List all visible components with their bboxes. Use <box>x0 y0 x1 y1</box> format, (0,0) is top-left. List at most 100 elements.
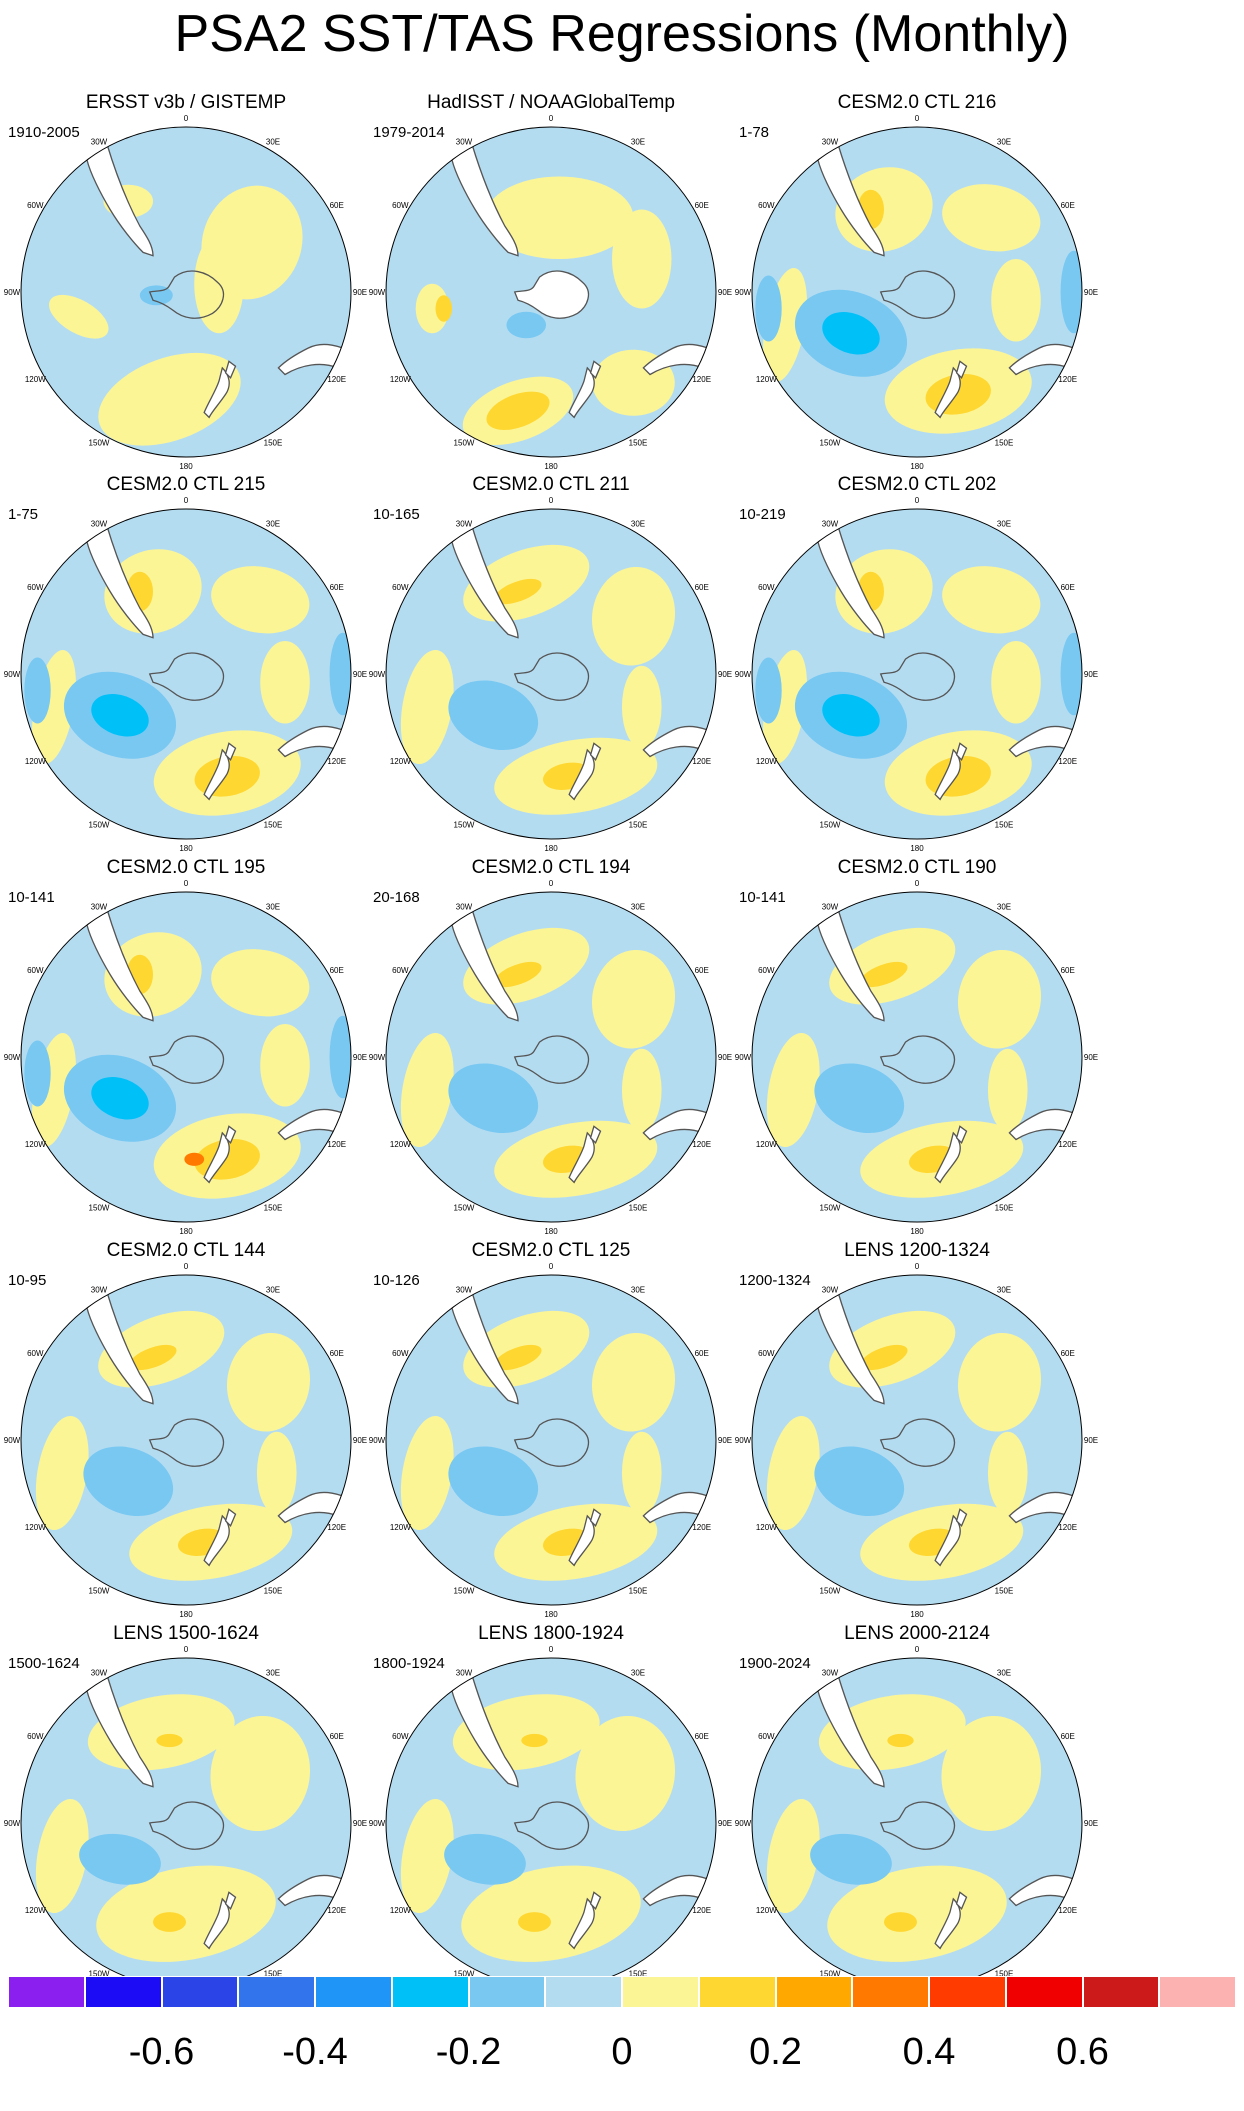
longitude-label: 30W <box>91 137 108 146</box>
longitude-label: 150E <box>264 1970 283 1979</box>
longitude-label: 150W <box>89 821 110 830</box>
strong-positive-anomaly-region <box>518 1912 551 1932</box>
antarctica-coastline <box>148 1801 225 1850</box>
positive-anomaly-region <box>211 566 310 634</box>
longitude-label: 90W <box>369 1436 386 1445</box>
coastline <box>589 1125 602 1144</box>
longitude-label: 150W <box>820 439 841 448</box>
colorbar-swatch <box>775 1976 853 2008</box>
longitude-label: 90E <box>353 1436 367 1445</box>
longitude-label: 150W <box>89 439 110 448</box>
coastline <box>224 360 237 379</box>
longitude-label: 60E <box>1061 1349 1075 1358</box>
longitude-label: 60W <box>27 583 44 592</box>
longitude-label: 120W <box>390 1140 411 1149</box>
colorbar-swatch <box>852 1976 929 2008</box>
coastline <box>86 907 154 1022</box>
longitude-label: 30E <box>266 902 280 911</box>
longitude-label: 120W <box>25 1523 46 1532</box>
longitude-label: 0 <box>915 1645 920 1654</box>
antarctica-coastline <box>148 270 225 319</box>
longitude-label: 60E <box>695 583 709 592</box>
peak-positive-anomaly <box>184 1152 205 1166</box>
longitude-label: 120E <box>692 1140 711 1149</box>
coastline <box>568 748 595 801</box>
panel-title: CESM2.0 CTL 125 <box>471 1240 631 1261</box>
longitude-label: 120E <box>1058 375 1077 384</box>
longitude-label: 120E <box>1058 1523 1077 1532</box>
strong-negative-anomaly-region <box>822 312 880 355</box>
positive-anomaly-region <box>957 1332 1042 1432</box>
coastline <box>642 725 714 758</box>
coastline <box>955 742 968 761</box>
negative-anomaly-region <box>444 1833 526 1885</box>
longitude-label: 90W <box>369 1053 386 1062</box>
longitude-label: 150E <box>264 1204 283 1213</box>
panel-period: 1800-1924 <box>373 1655 445 1672</box>
coastline <box>568 1131 595 1184</box>
colorbar-swatch <box>622 1976 699 2008</box>
map-panel: LENS 2000-2124 1900-2024 0 30E 60E 90E 120E 150… <box>731 1623 1103 2007</box>
antarctica-coastline <box>148 652 225 701</box>
longitude-label: 60W <box>392 1349 409 1358</box>
antarctica-coastline <box>879 1801 956 1850</box>
positive-anomaly-region <box>461 1865 641 1962</box>
longitude-label: 150W <box>820 1970 841 1979</box>
positive-anomaly-region <box>987 1431 1028 1515</box>
positive-anomaly-region <box>35 1798 89 1914</box>
negative-anomaly-region <box>810 1833 892 1885</box>
longitude-label: 90E <box>353 288 367 297</box>
positive-anomaly-region <box>827 1865 1007 1962</box>
longitude-label: 120E <box>692 1906 711 1915</box>
longitude-label: 180 <box>544 844 558 853</box>
map-border <box>385 891 717 1223</box>
positive-anomaly-region <box>400 649 454 765</box>
longitude-label: 120E <box>327 1906 346 1915</box>
antarctica-coastline <box>513 270 590 319</box>
longitude-label: 0 <box>549 496 554 505</box>
panel-title: LENS 1500-1624 <box>113 1623 259 1644</box>
longitude-label: 30E <box>631 1285 645 1294</box>
longitude-label: 150W <box>89 1970 110 1979</box>
panel-period: 1910-2005 <box>8 124 80 141</box>
coastline <box>817 907 885 1022</box>
longitude-label: 90E <box>1084 670 1098 679</box>
longitude-label: 180 <box>544 1610 558 1619</box>
longitude-label: 60W <box>758 966 775 975</box>
strong-positive-anomaly-region <box>521 1733 548 1748</box>
negative-anomaly-region <box>448 1063 539 1134</box>
map-border <box>20 1274 352 1606</box>
longitude-label: 0 <box>549 114 554 123</box>
coastline <box>817 524 885 639</box>
colorbar-swatch <box>84 1976 162 2008</box>
panel-period: 1900-2024 <box>739 1655 811 1672</box>
longitude-label: 120W <box>390 1906 411 1915</box>
longitude-label: 30E <box>631 519 645 528</box>
map-panel: CESM2.0 CTL 211 10-165 0 30E 60E 90E 120E 150E 1… <box>365 474 737 858</box>
longitude-label: 30E <box>266 1285 280 1294</box>
strong-positive-anomaly-region <box>494 578 542 605</box>
coastline <box>224 1125 237 1144</box>
colorbar-swatch <box>698 1976 776 2008</box>
longitude-label: 150E <box>629 439 648 448</box>
positive-anomaly-region <box>591 1332 676 1432</box>
positive-anomaly-region <box>766 1798 820 1914</box>
panel-period: 10-95 <box>8 1272 47 1289</box>
positive-anomaly-region <box>400 1798 454 1914</box>
longitude-label: 30W <box>91 519 108 528</box>
longitude-label: 30E <box>997 1668 1011 1677</box>
longitude-label: 90E <box>718 1436 732 1445</box>
negative-anomaly-region <box>814 1063 905 1134</box>
longitude-label: 150E <box>264 439 283 448</box>
coastline <box>451 1673 519 1788</box>
antarctica-coastline <box>879 1418 956 1467</box>
longitude-label: 90W <box>4 288 21 297</box>
longitude-label: 120E <box>327 757 346 766</box>
longitude-label: 150E <box>629 1970 648 1979</box>
longitude-label: 120E <box>327 1523 346 1532</box>
coastline <box>589 1891 602 1910</box>
antarctica-coastline <box>879 1035 956 1084</box>
